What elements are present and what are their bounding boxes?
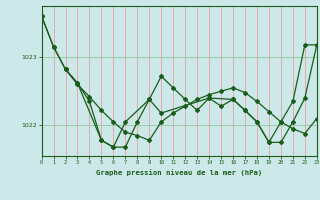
X-axis label: Graphe pression niveau de la mer (hPa): Graphe pression niveau de la mer (hPa) <box>96 169 262 176</box>
